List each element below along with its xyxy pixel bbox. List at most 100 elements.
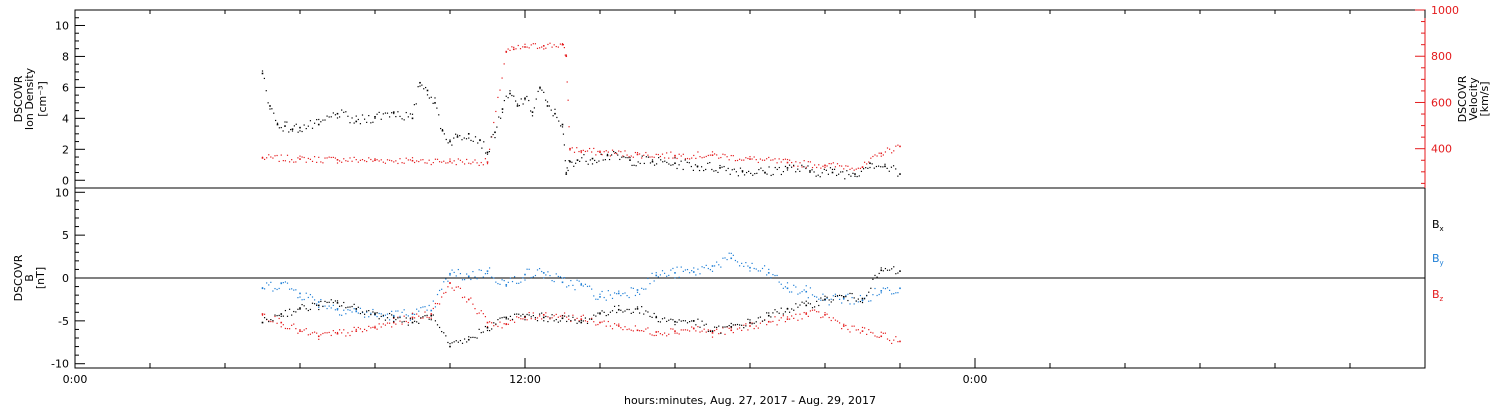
by-sample (499, 283, 501, 285)
by-sample (851, 296, 853, 299)
bx-sample (538, 313, 541, 315)
bz-sample (647, 327, 649, 329)
by-sample (422, 306, 424, 308)
bx-point (749, 321, 751, 324)
density-sample (353, 122, 355, 124)
density-sample (391, 112, 393, 114)
velocity-sample (311, 160, 314, 162)
bx-sample (597, 312, 599, 314)
bx-sample (897, 272, 899, 274)
bx-sample (307, 309, 309, 312)
velocity-sample (380, 159, 382, 161)
bz-sample (674, 332, 676, 334)
density-point (509, 92, 511, 95)
density-point (419, 81, 421, 84)
velocity-sample (441, 161, 443, 163)
density-sample (545, 99, 547, 101)
density-sample (852, 172, 854, 174)
density-point (546, 105, 549, 107)
velocity-sample (519, 48, 522, 50)
density-sample (799, 170, 801, 172)
density-sample (813, 171, 815, 173)
bz-sample (453, 289, 455, 291)
bx-sample (326, 301, 328, 304)
bz-sample (816, 311, 818, 313)
bz-sample (482, 313, 484, 315)
by-sample (451, 269, 453, 271)
velocity-sample (732, 155, 734, 157)
density-sample (797, 168, 799, 170)
density-sample (696, 166, 699, 168)
velocity-sample (868, 161, 870, 163)
density-sample (361, 114, 364, 116)
velocity-sample (728, 159, 730, 161)
bz-sample (476, 312, 478, 315)
by-sample (307, 296, 309, 299)
velocity-sample (334, 157, 337, 159)
bx-sample (766, 312, 768, 314)
bz-sample (595, 324, 597, 326)
bx-sample (466, 341, 468, 343)
bx-point (561, 317, 564, 320)
bz-sample (526, 319, 528, 321)
bz-sample (880, 331, 882, 333)
by-sample (399, 315, 401, 318)
velocity-sample (503, 63, 505, 65)
density-sample (782, 171, 785, 173)
by-sample (578, 280, 580, 282)
bz-point (299, 330, 301, 332)
by-sample (466, 273, 468, 275)
bx-sample (280, 315, 282, 317)
velocity-sample (643, 154, 645, 156)
density-sample (566, 167, 568, 169)
velocity-sample (870, 157, 872, 159)
density-sample (608, 158, 611, 161)
legend-by-label: B (1432, 252, 1440, 265)
bz-sample (828, 316, 830, 319)
density-sample (486, 153, 489, 155)
bx-sample (601, 310, 603, 312)
by-sample (391, 310, 393, 312)
bz-sample (820, 316, 822, 319)
velocity-sample (517, 44, 519, 47)
by-sample (338, 314, 341, 316)
bx-sample (747, 318, 749, 320)
velocity-sample (370, 158, 372, 161)
bz-point (842, 325, 845, 327)
density-point (831, 171, 834, 174)
density-sample (633, 164, 635, 166)
bz-sample (676, 332, 678, 334)
density-sample (366, 121, 368, 123)
velocity-sample (782, 158, 784, 161)
bz-sample (657, 331, 659, 333)
by-sample (505, 285, 507, 287)
velocity-sample (805, 166, 807, 168)
density-sample (563, 144, 565, 146)
bz-sample (778, 319, 780, 321)
bx-sample (484, 325, 487, 328)
bx-sample (388, 312, 391, 315)
bx-sample (666, 320, 668, 323)
by-sample (597, 298, 599, 300)
density-sample (345, 111, 347, 113)
velocity-sample (355, 159, 357, 161)
bx-sample (463, 338, 466, 340)
bx-point (392, 316, 395, 319)
bx-sample (853, 297, 855, 299)
by-point (599, 296, 601, 298)
bx-sample (634, 308, 637, 310)
bx-sample (866, 295, 868, 297)
density-sample (719, 164, 721, 167)
by-sample (566, 286, 568, 288)
by-sample (541, 270, 543, 273)
by-sample (868, 300, 870, 302)
by-sample (482, 276, 484, 278)
by-sample (747, 265, 749, 267)
bx-sample (359, 312, 362, 315)
by-sample (841, 302, 843, 304)
density-sample (332, 112, 334, 114)
by-sample (353, 308, 355, 310)
bz-sample (845, 324, 847, 327)
by-point (542, 272, 545, 274)
by-sample (409, 319, 412, 321)
